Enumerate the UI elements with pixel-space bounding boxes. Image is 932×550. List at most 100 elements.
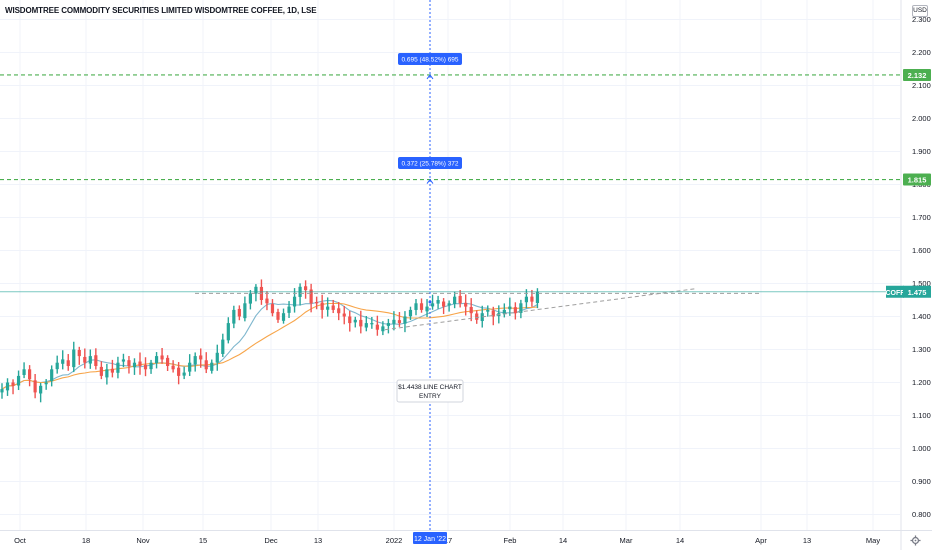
candle-body: [160, 355, 164, 360]
candle-body: [276, 311, 280, 320]
symbol-label-box: [886, 285, 904, 298]
time-tick-label: Dec: [264, 536, 278, 545]
gear-icon[interactable]: [910, 535, 921, 546]
candle-body: [77, 349, 81, 357]
candle-body: [72, 349, 76, 368]
candle-body: [464, 302, 468, 307]
candle-body: [287, 306, 291, 313]
candle-body: [491, 310, 495, 317]
candle-body: [508, 306, 512, 310]
time-axis[interactable]: Oct 18 Nov 15 Dec 13 2022 17 Feb 14 Mar 14 Apr 13 May 1…: [0, 530, 932, 546]
price-tick-label: 0.800: [912, 510, 931, 519]
candle-body: [408, 309, 413, 317]
moving-averages: [1, 299, 538, 390]
candle-body: [132, 362, 137, 368]
price-tick-label: 1.100: [912, 411, 931, 420]
candle-body: [116, 362, 120, 373]
currency-button[interactable]: USD: [912, 5, 928, 17]
candle-body: [304, 286, 308, 291]
candle-body: [254, 286, 258, 294]
annotation-box: [396, 379, 464, 403]
price-tick-label: 1.600: [912, 246, 931, 255]
level-label-box: [903, 68, 931, 81]
annotation-line2: ENTRY: [419, 393, 442, 400]
candle-body: [530, 296, 534, 302]
candle-body: [386, 323, 390, 326]
candle-body: [348, 316, 352, 324]
candle-body: [61, 359, 65, 364]
time-tick-label: Nov: [136, 536, 150, 545]
candle-body: [11, 382, 15, 386]
candle-body: [16, 375, 21, 386]
level-label-box: [903, 173, 931, 186]
candle-body: [88, 356, 92, 364]
candle-body: [33, 380, 37, 393]
candle-body: [83, 356, 87, 363]
time-tick-label: Apr: [755, 536, 767, 545]
candle-body: [397, 320, 402, 324]
chart-title: WISDOMTREE COMMODITY SECURITIES LIMITED …: [5, 6, 317, 15]
drawing-overlay: 0.695 (48.52%) 695 0.372 (25.78%) 372 $1.4…: [0, 0, 900, 530]
measure-arrow: [426, 74, 434, 80]
cursor-date-box: [413, 532, 447, 544]
support-trendline: [384, 288, 696, 331]
last-price-label-box: [903, 285, 931, 298]
time-tick-label: 14: [559, 536, 567, 545]
price-tick-label: 1.200: [912, 378, 931, 387]
measure-label: 0.695 (48.52%) 695: [401, 57, 458, 64]
candle-body: [375, 324, 379, 330]
candle-body: [28, 369, 32, 380]
measure-arrow: [426, 178, 434, 184]
level-label: 2.132: [908, 71, 927, 80]
candle-body: [177, 367, 181, 376]
candle-body: [436, 300, 440, 304]
candle-body: [486, 309, 490, 312]
candle-body: [105, 369, 109, 378]
time-tick-label: 13: [314, 536, 322, 545]
time-tick-label: 13: [803, 536, 811, 545]
candle-body: [337, 308, 341, 314]
time-tick-label: 2022: [386, 536, 403, 545]
candle-body: [0, 389, 4, 393]
entry-point: [428, 300, 432, 304]
candle-body: [392, 319, 396, 324]
moving-average-slow: [1, 302, 538, 390]
candle-body: [359, 319, 363, 327]
candle-body: [447, 303, 451, 306]
price-tick-label: 2.000: [912, 114, 931, 123]
time-tick-label: 17: [444, 536, 452, 545]
time-tick-label: Feb: [504, 536, 517, 545]
candle-body: [182, 372, 186, 376]
time-tick-label: Oct: [14, 536, 27, 545]
price-axis[interactable]: 2.3002.2002.1002.0001.9001.8001.7001.600…: [885, 0, 931, 550]
candle-body: [237, 308, 241, 317]
price-tick-label: 1.500: [912, 279, 931, 288]
candle-body: [171, 365, 175, 370]
candle-body: [121, 359, 126, 362]
candle-body: [94, 355, 98, 366]
candle-body: [331, 305, 335, 310]
candle-body: [502, 309, 506, 314]
candle-body: [309, 289, 313, 304]
candle-body: [199, 355, 203, 360]
candle-body: [519, 303, 523, 313]
price-tick-label: 1.900: [912, 147, 931, 156]
price-tick-label: 1.700: [912, 213, 931, 222]
candle-body: [326, 306, 330, 310]
candlesticks: [0, 279, 540, 403]
annotation-line1: $1.4438 LINE CHART: [398, 384, 462, 391]
measure-label-box: [398, 53, 462, 65]
candle-body: [381, 326, 385, 332]
last-price-label: 1.475: [908, 288, 927, 297]
price-tick-label: 1.400: [912, 312, 931, 321]
candle-body: [403, 316, 407, 324]
candle-body: [370, 323, 374, 325]
candle-body: [248, 293, 252, 304]
candle-body: [210, 362, 214, 371]
candle-body: [215, 352, 219, 363]
candle-body: [513, 307, 517, 314]
symbol-label: COFF: [885, 290, 905, 297]
candle-body: [364, 323, 368, 328]
candle-body: [475, 313, 479, 320]
